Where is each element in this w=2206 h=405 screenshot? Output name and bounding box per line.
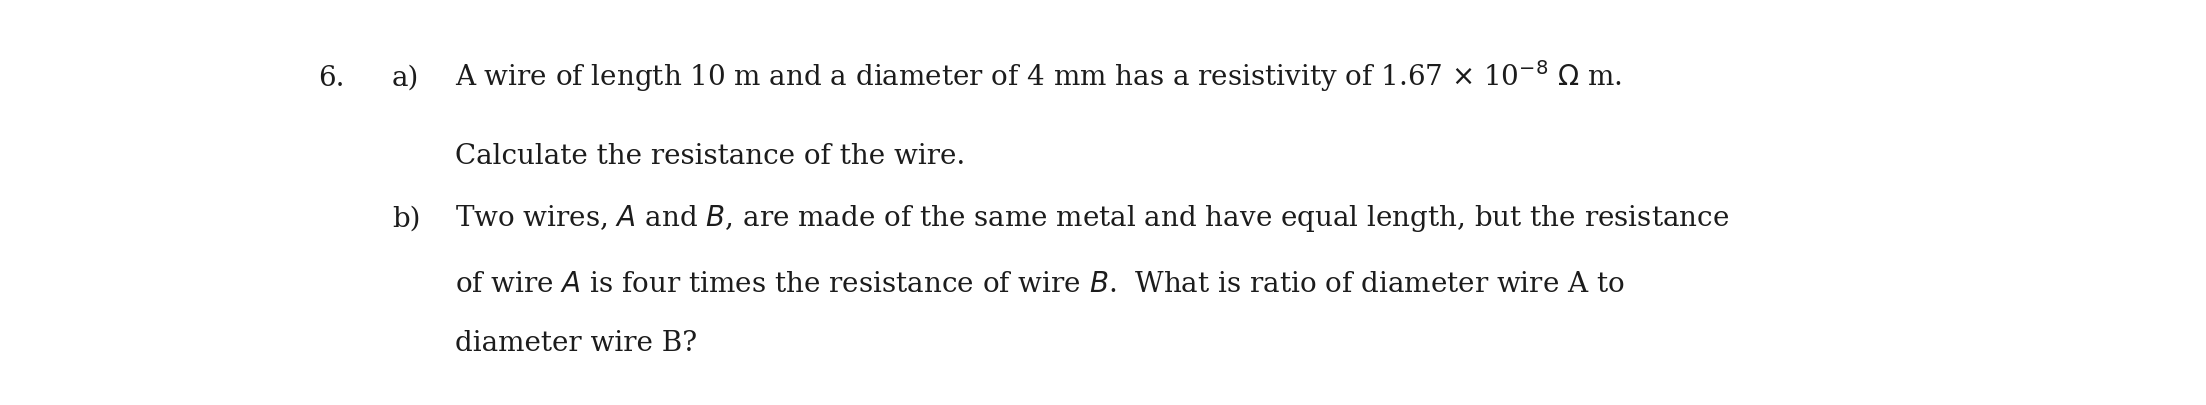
Text: A wire of length 10 m and a diameter of 4 mm has a resistivity of 1.67 $\times$ : A wire of length 10 m and a diameter of …	[454, 58, 1621, 94]
Text: Calculate the resistance of the wire.: Calculate the resistance of the wire.	[454, 143, 966, 170]
Text: a): a)	[393, 65, 419, 92]
Text: Two wires, $\mathit{A}$ and $\mathit{B}$, are made of the same metal and have eq: Two wires, $\mathit{A}$ and $\mathit{B}$…	[454, 203, 1730, 234]
Text: 6.: 6.	[318, 65, 344, 92]
Text: diameter wire B?: diameter wire B?	[454, 330, 697, 357]
Text: b): b)	[393, 205, 421, 232]
Text: of wire $\mathit{A}$ is four times the resistance of wire $\mathit{B}$.  What is: of wire $\mathit{A}$ is four times the r…	[454, 271, 1626, 298]
